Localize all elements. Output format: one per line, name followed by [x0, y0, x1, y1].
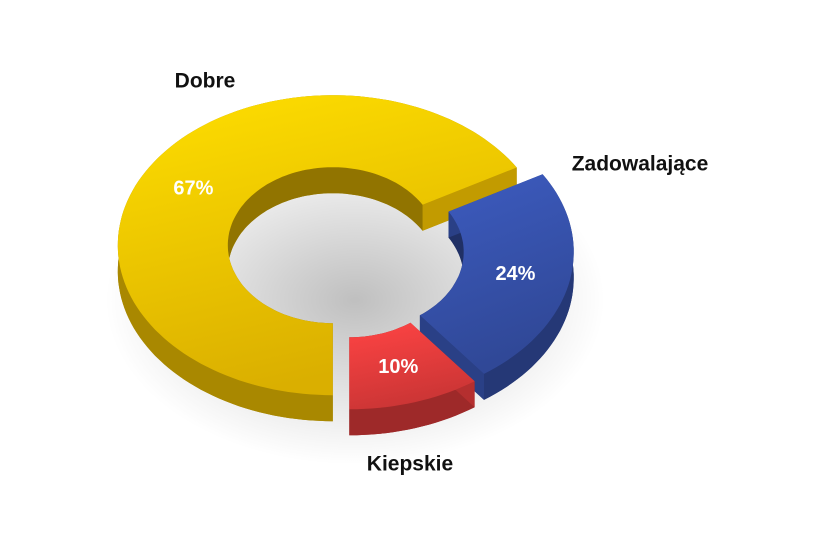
segment-group: [419, 174, 574, 400]
value-label: 24%: [495, 263, 535, 285]
segment-end-cap: [422, 167, 517, 231]
value-label: 67%: [173, 178, 213, 200]
segment-group: [117, 95, 517, 422]
segment-outer-wall: [349, 381, 475, 436]
segment: [349, 322, 475, 410]
category-label: Dobre: [175, 70, 236, 93]
category-label: Zadowalające: [572, 153, 709, 176]
category-label: Kiepskie: [367, 453, 453, 476]
segment-group: [349, 322, 475, 436]
segment: [419, 174, 574, 374]
segment: [117, 95, 517, 396]
segment-outer-wall: [484, 174, 574, 400]
value-label: 10%: [378, 356, 418, 378]
